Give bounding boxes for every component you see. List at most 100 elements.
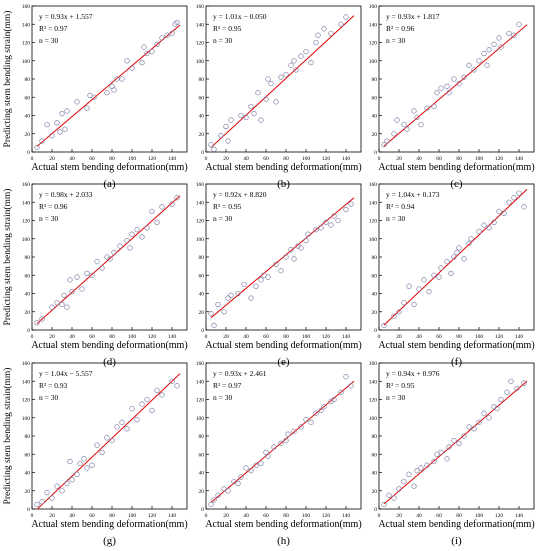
x-tick-label: 80 (283, 513, 289, 519)
r-squared-label: R² = 0.96 (39, 202, 68, 211)
x-tick-label: 100 (128, 513, 137, 519)
y-tick-label: 20 (372, 489, 378, 495)
r-squared-label: R² = 0.95 (386, 381, 415, 390)
data-point (174, 195, 180, 201)
data-point (486, 225, 492, 231)
r-squared-label: R² = 0.97 (213, 381, 242, 390)
x-tick-label: 20 (49, 513, 55, 519)
y-tick-label: 60 (199, 273, 205, 279)
y-tick-label: 160 (196, 182, 205, 188)
fit-line (36, 24, 181, 147)
y-tick-label: 0 (201, 328, 204, 334)
data-point (243, 114, 249, 120)
x-axis-label: Actual stem bending deformation(mm) (31, 340, 187, 351)
data-point (39, 499, 45, 505)
y-tick-label: 20 (372, 310, 378, 316)
data-point (444, 456, 450, 462)
data-point (416, 286, 422, 292)
chart-panel: 0 20 40 60 80 100 120 140 0 20 40 60 80 100 120 140 160 y… (196, 4, 362, 190)
panel-label: (e) (277, 356, 290, 368)
x-axis-label: Actual stem bending deformation(mm) (205, 519, 361, 530)
data-point (253, 283, 259, 289)
data-point (59, 488, 65, 494)
data-point (501, 210, 507, 216)
data-point (258, 117, 264, 123)
data-point (514, 385, 520, 392)
data-point (406, 283, 412, 289)
data-point (406, 471, 412, 477)
fit-line (210, 15, 355, 148)
data-point (129, 405, 135, 412)
data-point (169, 378, 175, 384)
y-tick-label: 100 (369, 416, 378, 422)
data-point (486, 415, 492, 421)
data-point (119, 76, 125, 82)
data-point (248, 468, 254, 474)
data-point (154, 219, 160, 225)
data-point (298, 245, 304, 251)
y-tick-label: 0 (27, 150, 30, 156)
data-point (84, 465, 90, 471)
data-point (124, 237, 130, 244)
data-point (486, 47, 492, 53)
y-tick-label: 80 (199, 434, 205, 440)
y-tick-label: 60 (199, 452, 205, 458)
data-point (508, 378, 514, 384)
data-point (298, 424, 304, 430)
data-point (265, 453, 271, 459)
data-point (89, 272, 95, 278)
data-point (149, 48, 155, 55)
data-point (81, 456, 87, 462)
x-tick-label: 100 (128, 156, 137, 162)
data-point (308, 59, 314, 66)
data-point (496, 208, 502, 215)
data-point (283, 437, 289, 444)
x-axis-label: Actual stem bending deformation(mm) (205, 340, 361, 351)
y-tick-label: 20 (25, 132, 31, 138)
data-point (476, 419, 482, 425)
data-point (283, 254, 289, 260)
data-point (49, 495, 55, 501)
y-tick-label: 40 (25, 292, 31, 298)
equation-label: y = 0.98x + 2.033 (39, 190, 93, 199)
data-point (438, 85, 444, 91)
data-point (119, 419, 125, 425)
data-point (144, 50, 150, 57)
data-point (384, 138, 390, 144)
y-tick-label: 140 (22, 379, 31, 385)
data-point (238, 474, 244, 480)
y-tick-label: 120 (196, 398, 205, 404)
data-point (84, 270, 90, 277)
data-point (401, 299, 407, 306)
data-point (67, 277, 73, 283)
data-point (109, 437, 115, 444)
data-point (328, 222, 334, 228)
data-point (456, 80, 462, 87)
x-axis-label: Actual stem bending deformation(mm) (205, 162, 361, 173)
data-point (461, 256, 467, 262)
data-point (511, 195, 517, 201)
data-point (295, 243, 301, 249)
x-tick-label: 100 (475, 156, 484, 162)
data-point (468, 236, 474, 242)
data-point (64, 304, 70, 310)
data-point (124, 426, 130, 432)
x-tick-label: 60 (89, 156, 95, 162)
data-point (481, 410, 487, 416)
data-point (484, 62, 490, 68)
data-point (381, 322, 387, 329)
x-tick-label: 120 (148, 334, 157, 340)
data-point (476, 58, 482, 64)
data-point (258, 277, 264, 283)
data-point (54, 120, 60, 126)
y-tick-label: 100 (369, 59, 378, 65)
data-point (159, 35, 165, 41)
equation-label: y = 0.94x + 0.976 (386, 369, 440, 378)
x-tick-label: 40 (69, 156, 75, 162)
data-point (434, 90, 440, 96)
data-point (59, 301, 65, 308)
x-tick-label: 60 (263, 156, 269, 162)
data-point (291, 58, 297, 64)
y-tick-label: 100 (196, 416, 205, 422)
data-point (114, 424, 120, 430)
